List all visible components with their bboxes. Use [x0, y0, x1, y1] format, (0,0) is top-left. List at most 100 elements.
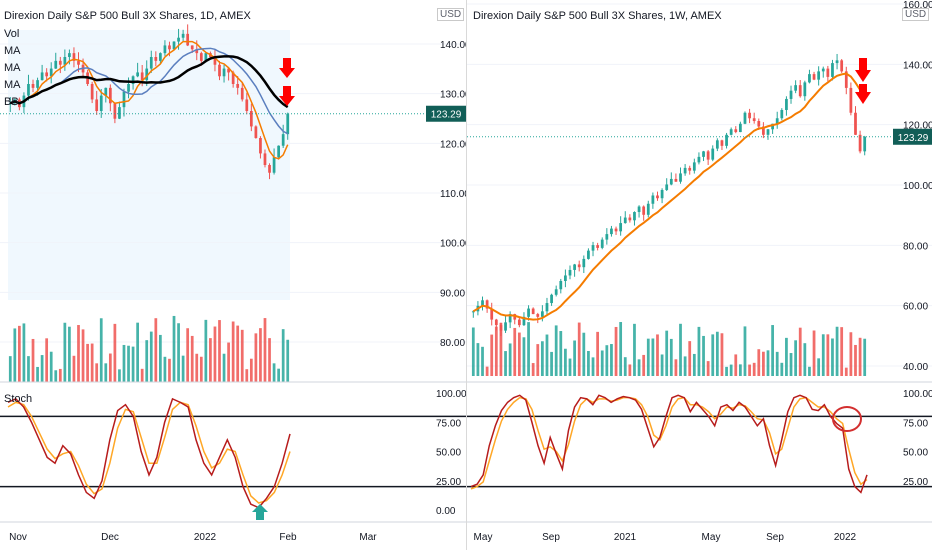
volume-bar: [272, 363, 276, 382]
candle-body: [263, 153, 267, 165]
red-arrow-shaft-1: [859, 58, 867, 72]
volume-bar: [209, 338, 212, 382]
candle-body: [826, 68, 830, 77]
candle-body: [605, 234, 609, 240]
volume-bar: [204, 319, 208, 382]
candle-body: [854, 112, 857, 135]
weekly-chart-canvas[interactable]: 160.00 140.00 120.00 100.00 80.00 60.00 40.00 1…: [467, 0, 932, 550]
candle-body: [780, 109, 784, 119]
volume-bar: [177, 323, 180, 382]
volume-bar: [95, 363, 99, 382]
volume-bar: [752, 362, 756, 376]
price-axis-tick-2: 120.00: [440, 139, 466, 150]
volume-bar: [844, 367, 848, 376]
candle-body: [8, 103, 12, 105]
volume-bar: [554, 325, 558, 376]
candle-body: [58, 60, 62, 65]
volume-bar: [199, 356, 203, 382]
volume-bar: [45, 338, 49, 382]
volume-bar: [766, 350, 770, 376]
volume-bar: [564, 348, 567, 376]
candle-body: [591, 245, 595, 251]
price-axis-tick-5: 90.00: [440, 288, 465, 299]
candle-body: [789, 90, 793, 99]
volume-bar: [181, 355, 185, 382]
candle-body: [77, 60, 80, 65]
candle-body: [614, 228, 618, 232]
candle-body: [531, 308, 535, 315]
candle-body: [835, 60, 839, 64]
volume-bar: [49, 351, 53, 382]
daily-chart-panel[interactable]: 140.00 130.00 120.00 110.00 100.00 90.00 80.00…: [0, 0, 466, 550]
stochastic-label: Stoch: [4, 393, 33, 405]
volume-bar: [531, 363, 535, 376]
volume-bar: [286, 339, 290, 382]
volume-bar: [863, 338, 867, 376]
volume-bar: [90, 343, 94, 382]
volume-bar: [702, 335, 705, 376]
stochastic-tick-0: 100.00: [436, 389, 466, 400]
candle-body: [766, 129, 770, 135]
candle-body: [752, 118, 756, 122]
volume-bar: [13, 328, 17, 382]
candle-body: [490, 308, 494, 320]
candle-body: [104, 87, 108, 96]
volume-bar: [54, 370, 58, 382]
candle-body: [637, 206, 641, 213]
volume-bar: [58, 368, 62, 382]
candle-body: [577, 264, 581, 268]
volume-bar: [550, 351, 553, 376]
volume-bar: [268, 338, 271, 382]
candle-body: [812, 74, 816, 80]
volume-bar: [610, 344, 613, 376]
stochastic-tick-3: 25.00: [436, 477, 461, 488]
volume-bar: [743, 326, 747, 376]
volume-bar: [605, 345, 609, 376]
candle-body: [527, 308, 530, 317]
candle-body: [559, 280, 563, 290]
volume-bar: [104, 363, 108, 382]
candle-body: [679, 173, 682, 182]
volume-bar: [81, 329, 85, 382]
candle-body: [508, 314, 512, 323]
candle-body: [656, 195, 659, 199]
candle-body: [36, 80, 39, 88]
volume-bar: [688, 341, 692, 376]
volume-bar: [122, 344, 126, 382]
volume-bar: [154, 318, 158, 382]
volume-bar: [213, 326, 217, 382]
volume-bar: [476, 343, 480, 376]
price-axis-tick-1: 130.00: [440, 90, 466, 101]
volume-bar: [231, 321, 235, 382]
candle-body: [140, 72, 144, 81]
candle-body: [674, 178, 678, 182]
currency-label-right: USD: [902, 8, 930, 21]
candle-body: [692, 162, 696, 171]
candle-body: [840, 60, 844, 72]
volume-bar: [720, 333, 724, 376]
volume-bar: [577, 322, 581, 376]
candle-body: [213, 57, 217, 65]
volume-bar: [757, 349, 761, 376]
volume-bar: [136, 322, 139, 382]
time-axis-label-4: Sep: [766, 532, 784, 543]
volume-bar: [218, 320, 221, 382]
volume-bar: [195, 353, 199, 382]
candle-body: [172, 41, 176, 50]
volume-bar: [127, 345, 130, 382]
highlight-circle-icon: [832, 406, 862, 432]
last-price-badge: [893, 128, 932, 145]
candle-body: [118, 107, 121, 119]
weekly-chart-panel[interactable]: 160.00 140.00 120.00 100.00 80.00 60.00 40.00 1…: [466, 0, 932, 550]
weekly-chart-title: Direxion Daily S&P 500 Bull 3X Shares, 1…: [473, 10, 722, 22]
candle-body: [711, 148, 715, 160]
green-arrow-shaft: [256, 512, 264, 520]
daily-chart-canvas[interactable]: 140.00 130.00 120.00 110.00 100.00 90.00 80.00…: [0, 0, 466, 550]
volume-bar: [596, 331, 600, 376]
volume-bar: [826, 334, 830, 376]
volume-bar: [113, 323, 117, 382]
volume-bar: [281, 329, 285, 382]
volume-bar: [536, 344, 540, 376]
candle-body: [642, 206, 646, 215]
candle-body: [54, 60, 58, 69]
